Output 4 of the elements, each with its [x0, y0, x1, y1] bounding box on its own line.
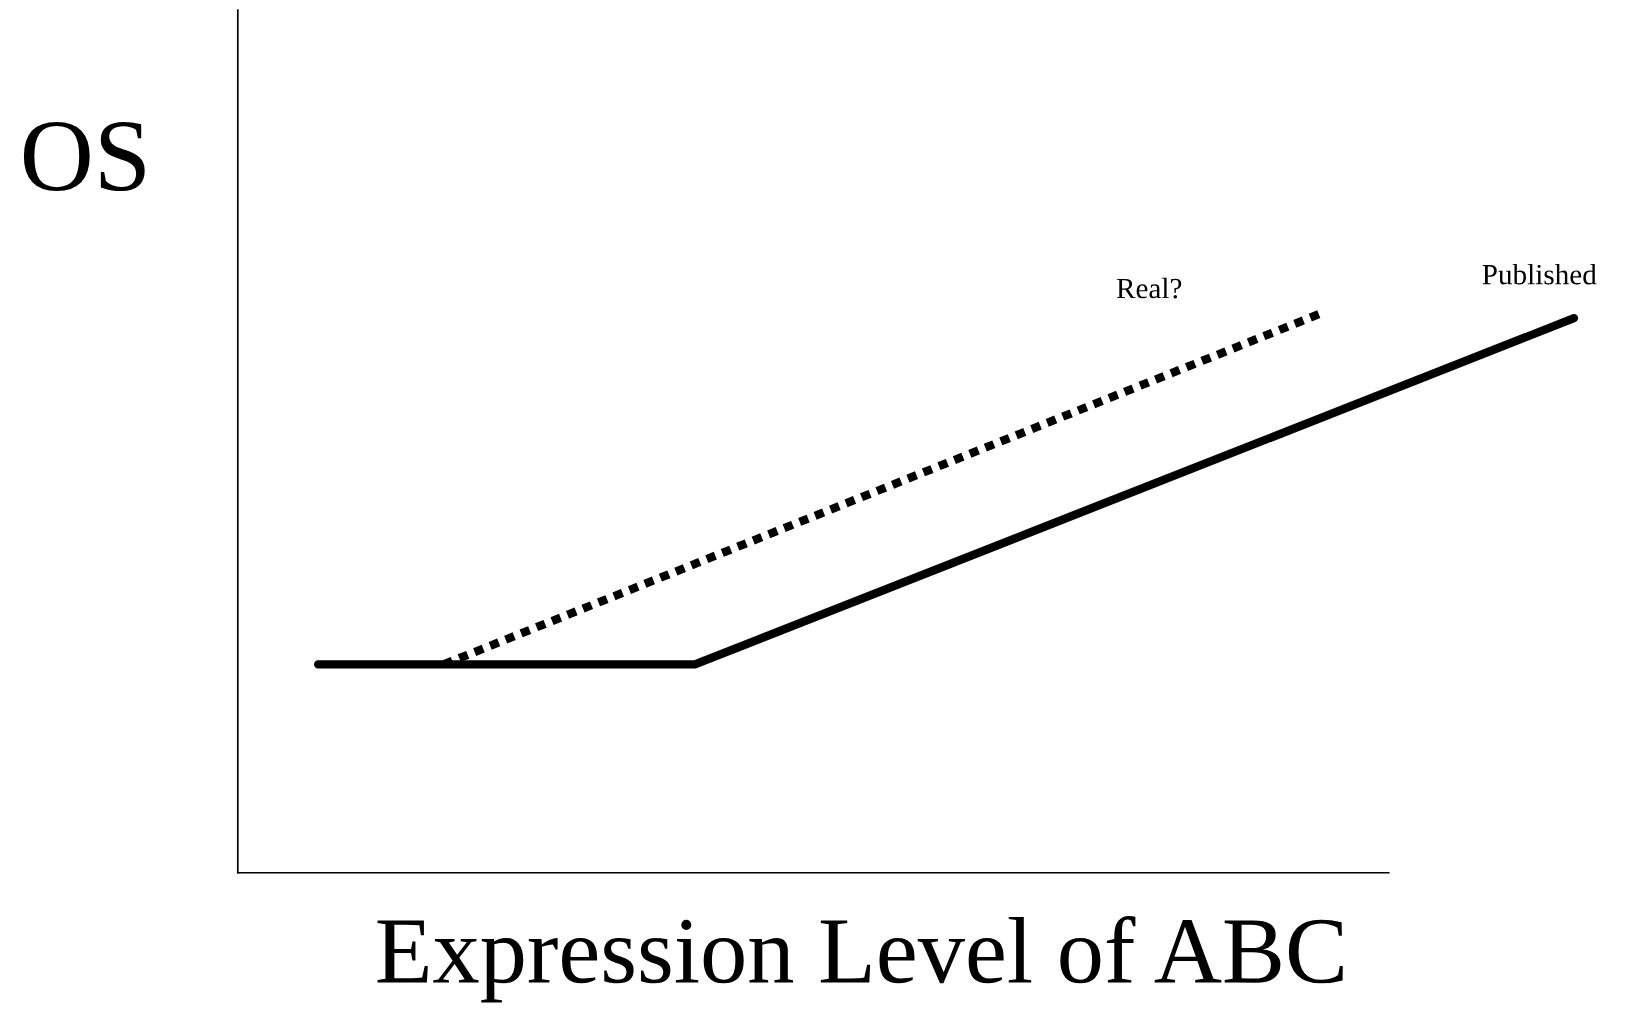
x-axis-title: Expression Level of ABC	[377, 915, 1343, 1003]
text: Real?	[1116, 277, 1182, 299]
y-axis-title: OS	[23, 122, 145, 192]
series-label: Published	[1482, 263, 1597, 285]
